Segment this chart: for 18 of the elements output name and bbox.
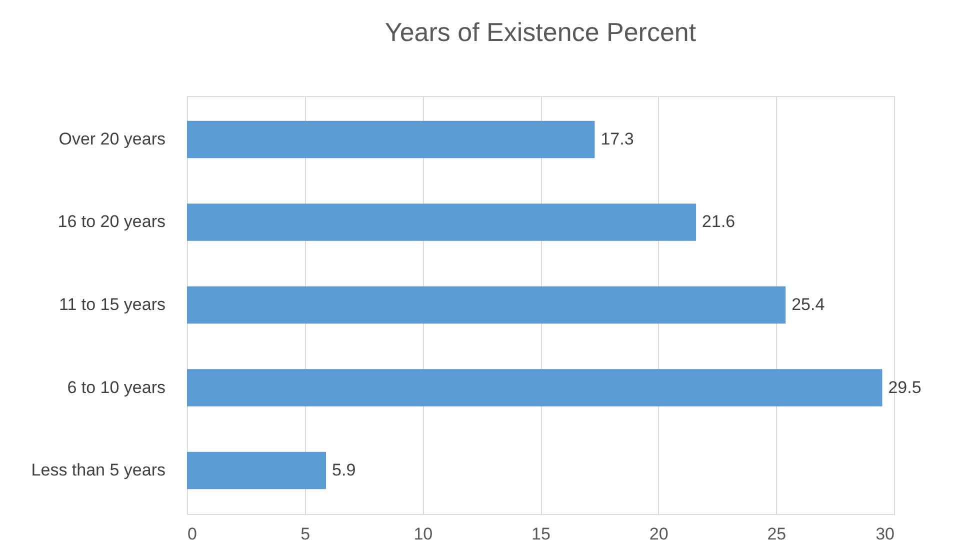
x-tick-label: 25	[767, 524, 786, 544]
data-label: 17.3	[600, 129, 634, 148]
data-label: 21.6	[702, 212, 736, 232]
y-tick-label: 6 to 10 years	[67, 378, 166, 397]
x-tick-label: 15	[532, 524, 550, 544]
data-label: 5.9	[332, 460, 356, 480]
x-tick-label: 0	[188, 524, 197, 544]
y-tick-label: Less than 5 years	[31, 460, 166, 480]
data-label: 29.5	[888, 378, 922, 397]
x-tick-label: 20	[649, 524, 668, 544]
x-tick-label: 5	[300, 524, 310, 544]
y-tick-label: 11 to 15 years	[59, 295, 166, 314]
y-tick-label: Over 20 years	[58, 129, 166, 148]
chart-title: Years of Existence Percent	[384, 17, 697, 47]
y-tick-label: 16 to 20 years	[58, 212, 166, 232]
x-tick-label: 30	[876, 524, 894, 544]
x-tick-label: 10	[414, 524, 433, 544]
data-label: 25.4	[792, 295, 825, 314]
